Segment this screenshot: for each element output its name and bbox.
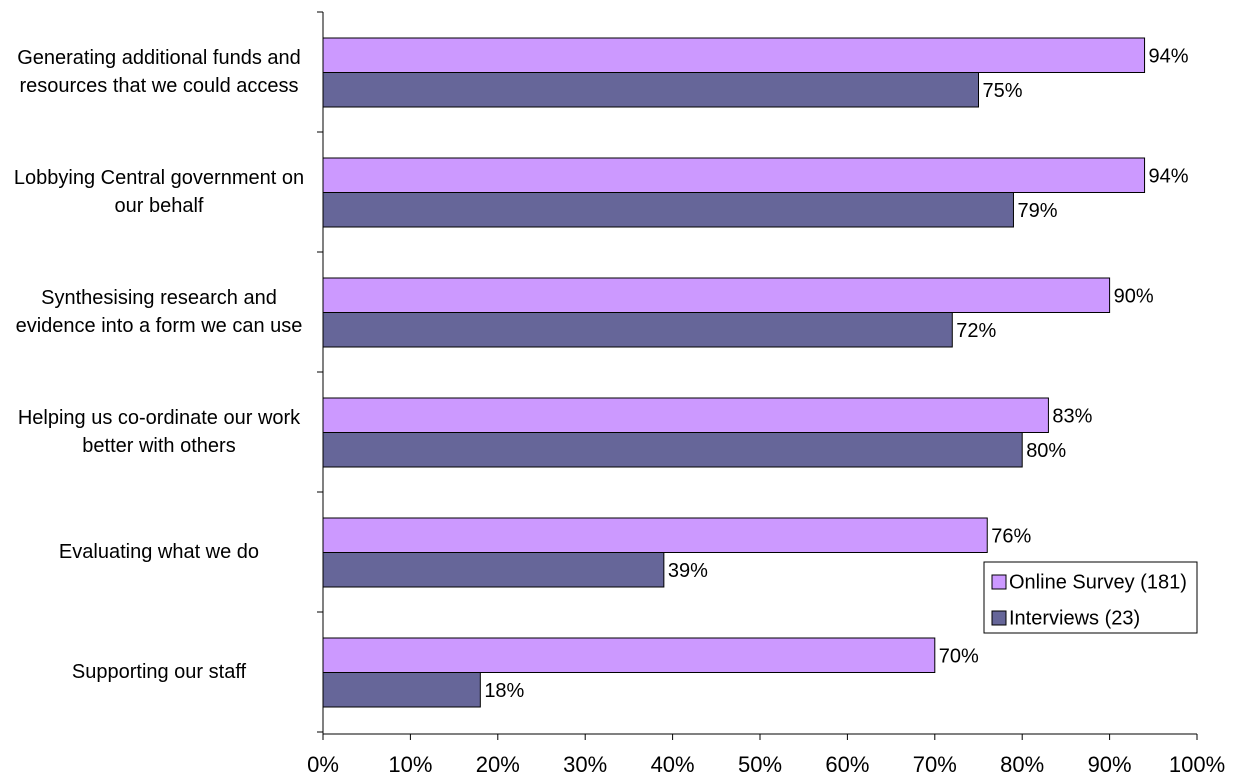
bar xyxy=(322,157,1146,193)
y-tick-label: Supporting our staff xyxy=(71,661,247,683)
bar xyxy=(322,517,988,553)
bar xyxy=(322,397,1049,433)
bar xyxy=(322,37,1146,73)
bar xyxy=(322,637,936,673)
x-tick-label: 100% xyxy=(1169,752,1225,777)
value-label: 76% xyxy=(991,526,1031,548)
x-tick-label: 20% xyxy=(476,752,520,777)
x-tick-label: 90% xyxy=(1088,752,1132,777)
x-tick-label: 70% xyxy=(913,752,957,777)
value-label: 72% xyxy=(956,320,996,342)
value-label: 75% xyxy=(983,80,1023,102)
value-label: 39% xyxy=(668,560,708,582)
bar xyxy=(322,672,481,708)
x-tick-label: 10% xyxy=(388,752,432,777)
value-label: 79% xyxy=(1017,200,1057,222)
value-label: 94% xyxy=(1149,166,1189,188)
bar xyxy=(322,277,1111,313)
y-tick-label: Helping us co-ordinate our work better w… xyxy=(17,407,301,457)
bar xyxy=(322,72,979,108)
legend-box xyxy=(983,561,1198,634)
bar xyxy=(322,312,953,348)
y-tick-label: Synthesising research and evidence into … xyxy=(15,287,303,337)
value-label: 80% xyxy=(1026,440,1066,462)
value-label: 18% xyxy=(484,680,524,702)
value-label: 70% xyxy=(939,646,979,668)
value-label: 94% xyxy=(1149,46,1189,68)
bar xyxy=(322,552,665,588)
x-tick-label: 0% xyxy=(307,752,339,777)
legend-swatch xyxy=(991,574,1007,590)
y-tick-label: Generating additional funds and resource… xyxy=(17,47,301,97)
bar xyxy=(322,432,1023,468)
legend-label: Online Survey (181) xyxy=(1009,571,1187,593)
legend-swatch xyxy=(991,610,1007,626)
x-tick-label: 30% xyxy=(563,752,607,777)
x-tick-label: 40% xyxy=(651,752,695,777)
x-tick-label: 80% xyxy=(1000,752,1044,777)
y-tick-label: Lobbying Central government on our behal… xyxy=(13,167,305,217)
x-tick-label: 60% xyxy=(825,752,869,777)
bar xyxy=(322,192,1014,228)
y-tick-label: Evaluating what we do xyxy=(58,541,260,563)
x-tick-label: 50% xyxy=(738,752,782,777)
legend-label: Interviews (23) xyxy=(1009,607,1140,629)
value-label: 83% xyxy=(1052,406,1092,428)
value-label: 90% xyxy=(1114,286,1154,308)
